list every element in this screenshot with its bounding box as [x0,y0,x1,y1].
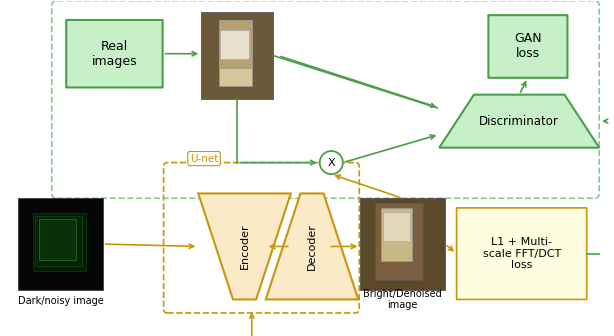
Bar [381,208,412,261]
Bar [18,198,103,290]
Bar [201,12,273,99]
Text: Real
images: Real images [91,40,138,68]
Bar [39,219,76,260]
Text: Encoder: Encoder [239,224,249,269]
Polygon shape [198,194,291,299]
Bar [383,212,410,241]
FancyBboxPatch shape [457,208,587,299]
Bar [33,213,85,270]
Text: GAN
loss: GAN loss [514,33,542,60]
Bar [219,20,252,68]
FancyBboxPatch shape [66,20,163,87]
Polygon shape [439,95,599,148]
Bar [360,198,445,290]
Bar [375,203,423,280]
Polygon shape [266,194,359,299]
Text: Decoder: Decoder [307,223,317,270]
FancyBboxPatch shape [488,15,567,78]
Text: U-net: U-net [190,154,218,164]
Bar [219,20,252,85]
Text: Bright/Denoised
image: Bright/Denoised image [363,289,442,310]
Text: Dark/noisy image: Dark/noisy image [18,296,103,306]
Text: X: X [327,158,335,168]
Text: Discriminator: Discriminator [480,115,559,128]
Circle shape [320,151,343,174]
Bar [36,216,82,266]
Bar [220,30,249,58]
Text: L1 + Multi-
scale FFT/DCT
loss: L1 + Multi- scale FFT/DCT loss [483,237,561,270]
